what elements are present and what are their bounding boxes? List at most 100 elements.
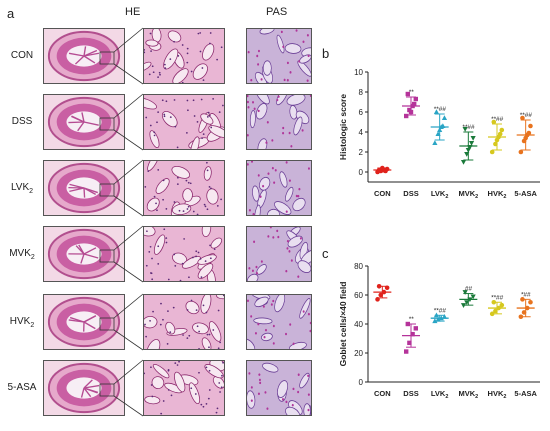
row-label-dss: DSS <box>4 116 40 127</box>
data-point-5asa <box>526 130 532 136</box>
y-axis-title: Histologic score <box>338 94 348 160</box>
data-point-hvk2 <box>497 131 503 137</box>
y-tick-label: 0 <box>359 378 364 387</box>
he-overview-image-dss <box>43 94 125 150</box>
x-tick-label: CON <box>374 189 391 198</box>
pas-column-header: PAS <box>266 6 288 18</box>
row-label-text: CON <box>10 50 34 61</box>
row-label-text: HVK <box>9 316 31 327</box>
y-tick-label: 0 <box>359 168 364 177</box>
data-point-5asa <box>518 149 524 155</box>
row-label-lvk: LVK2 <box>4 182 40 195</box>
data-point-mvk2 <box>470 294 476 300</box>
data-point-lvk2 <box>441 115 448 120</box>
data-point-5asa <box>528 299 533 305</box>
data-point-lvk2 <box>432 140 438 145</box>
significance-annotation: ## <box>465 286 473 293</box>
he-overview-image-lvk <box>43 160 125 216</box>
row-label-subscript: 2 <box>30 322 35 329</box>
pas-image-hvk <box>246 294 312 350</box>
significance-annotation: **## <box>520 112 533 119</box>
pas-image-5asa <box>246 360 312 416</box>
significance-annotation: ** <box>408 89 414 96</box>
row-label-text: 5-ASA <box>7 382 37 393</box>
data-point-5asa <box>528 123 533 129</box>
he-overview-image-hvk <box>43 294 125 350</box>
y-tick-label: 10 <box>354 68 363 77</box>
data-point-mvk2 <box>468 141 475 146</box>
data-point-hvk2 <box>499 302 505 308</box>
row-label-5asa: 5-ASA <box>4 382 40 393</box>
goblet-cells-chart: c 0 20 40 60 80 Goblet cells/×40 field CON DSS LV… <box>322 246 540 400</box>
he-zoom-image-lvk <box>143 160 225 216</box>
y-tick-label: 60 <box>354 291 363 300</box>
data-point-mvk2 <box>470 136 476 141</box>
row-label-text: MVK <box>9 248 31 259</box>
y-tick-label: 20 <box>354 349 363 358</box>
x-tick-label: CON <box>374 389 391 398</box>
significance-annotation: **## <box>462 124 475 131</box>
data-point-dss <box>404 113 409 119</box>
row-label-mvk: MVK2 <box>4 248 40 261</box>
data-point-hvk2 <box>491 119 497 125</box>
he-zoom-image-mvk <box>143 226 225 282</box>
row-label-con: CON <box>4 50 40 61</box>
significance-annotation: **## <box>491 294 504 301</box>
row-label-subscript: 2 <box>29 188 34 195</box>
x-tick-label: LVK2 <box>431 389 449 400</box>
significance-annotation: ** <box>408 316 414 323</box>
row-label-text: DSS <box>11 116 33 127</box>
panel-letter: c <box>322 246 329 261</box>
y-tick-label: 80 <box>354 262 363 271</box>
row-label-text: LVK <box>10 182 30 193</box>
x-tick-label: LVK2 <box>431 189 449 200</box>
data-point-dss <box>407 340 412 346</box>
pas-image-con <box>246 28 312 84</box>
panel-letter: b <box>322 46 329 61</box>
pas-image-mvk <box>246 226 312 282</box>
data-point-dss <box>404 349 409 354</box>
data-point-dss <box>405 91 410 97</box>
histologic-score-chart: b 0 2 4 6 8 10 Histologic score CON DSS LVK2 MVK2 HV… <box>322 46 540 200</box>
he-column-header: HE <box>125 6 141 18</box>
data-point-dss <box>410 331 415 337</box>
x-tick-label: MVK2 <box>458 189 478 200</box>
data-point-hvk2 <box>499 127 505 133</box>
he-overview-image-con <box>43 28 125 84</box>
y-axis-title: Goblet cells/×40 field <box>338 282 348 367</box>
data-point-lvk2 <box>433 109 440 114</box>
significance-annotation: **## <box>434 307 447 314</box>
x-tick-label: DSS <box>403 389 418 398</box>
data-point-dss <box>413 326 418 331</box>
he-zoom-image-hvk <box>143 294 225 350</box>
x-tick-label: DSS <box>403 189 418 198</box>
data-point-hvk2 <box>489 149 495 155</box>
data-point-5asa <box>520 115 525 121</box>
data-point-dss <box>413 96 418 102</box>
y-tick-label: 8 <box>359 88 364 97</box>
x-tick-label: HVK2 <box>488 389 507 400</box>
data-point-mvk2 <box>462 127 468 132</box>
pas-image-lvk <box>246 160 312 216</box>
y-tick-label: 4 <box>359 128 364 137</box>
he-overview-image-mvk <box>43 226 125 282</box>
he-overview-image-5asa <box>43 360 125 416</box>
y-tick-label: 2 <box>359 148 364 157</box>
he-zoom-image-con <box>143 28 225 84</box>
significance-annotation: **## <box>491 116 504 123</box>
pas-image-dss <box>246 94 312 150</box>
he-zoom-image-5asa <box>143 360 225 416</box>
significance-annotation: **## <box>434 106 447 113</box>
y-tick-label: 6 <box>359 108 364 117</box>
he-zoom-image-dss <box>143 94 225 150</box>
data-point-mvk2 <box>462 290 468 295</box>
panel-a-letter: a <box>7 6 15 21</box>
x-tick-label: MVK2 <box>458 389 478 400</box>
x-tick-label: 5-ASA <box>514 389 537 398</box>
row-label-hvk: HVK2 <box>4 316 40 329</box>
x-tick-label: 5-ASA <box>514 189 537 198</box>
data-point-lvk2 <box>441 313 448 319</box>
significance-annotation: *## <box>521 291 531 298</box>
y-tick-label: 40 <box>354 320 363 329</box>
data-point-mvk2 <box>460 160 467 165</box>
